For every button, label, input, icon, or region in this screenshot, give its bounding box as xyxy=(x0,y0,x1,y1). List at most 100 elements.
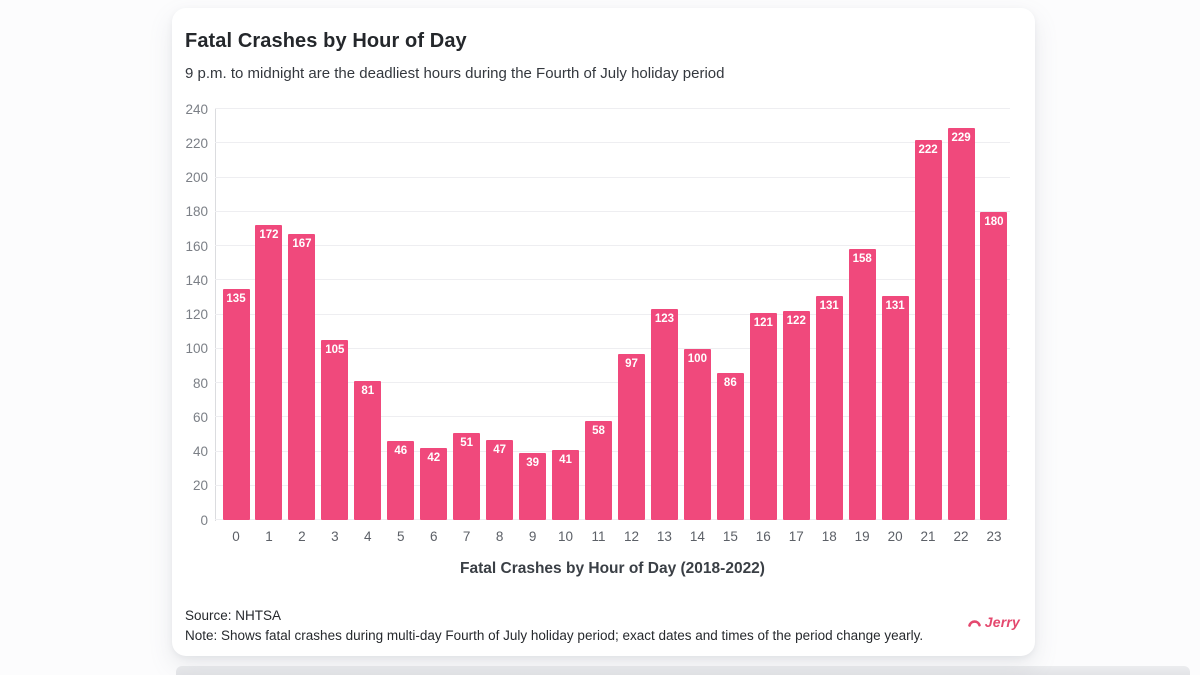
bar-value-label: 42 xyxy=(427,452,441,465)
y-axis-tick-label: 0 xyxy=(200,512,208,528)
bar: 39 xyxy=(519,453,547,520)
x-axis-tick-label: 7 xyxy=(462,529,471,544)
x-axis-tick-label: 23 xyxy=(986,529,1002,544)
x-axis-tick-label: 1 xyxy=(265,529,273,544)
bar-value-label: 131 xyxy=(885,299,905,312)
gridline xyxy=(215,519,1010,520)
bar: 229 xyxy=(947,127,975,520)
bar: 51 xyxy=(453,432,481,520)
y-axis-tick-label: 60 xyxy=(192,409,208,425)
bar: 105 xyxy=(321,340,349,520)
bar: 81 xyxy=(354,381,382,520)
bar-value-label: 229 xyxy=(951,131,971,144)
y-axis-tick-label: 240 xyxy=(185,101,208,117)
note-text: Note: Shows fatal crashes during multi-d… xyxy=(185,628,924,643)
jerry-logo: Jerry xyxy=(967,614,1020,630)
x-axis-tick-label: 0 xyxy=(232,529,240,544)
bar: 97 xyxy=(617,353,645,520)
y-axis-tick-label: 180 xyxy=(185,204,208,219)
y-axis: 0 20 40 60 80 100 120 140 160 180 200 220 240 xyxy=(172,102,208,526)
gridline xyxy=(215,210,1010,212)
x-axis-tick-label: 12 xyxy=(623,529,639,544)
bar: 172 xyxy=(255,225,283,520)
x-axis-tick-label: 18 xyxy=(821,529,837,544)
bar-value-label: 100 xyxy=(687,352,707,365)
bar-value-label: 123 xyxy=(654,313,675,326)
x-axis-tick-label: 22 xyxy=(953,529,969,544)
gridline xyxy=(215,245,1010,247)
x-axis-tick-label: 2 xyxy=(298,529,306,544)
bar-value-label: 41 xyxy=(559,453,572,466)
x-axis-tick-label: 14 xyxy=(689,529,705,544)
y-axis-tick-label: 160 xyxy=(185,238,208,254)
bar-value-label: 51 xyxy=(460,436,474,449)
x-axis-tick-label: 16 xyxy=(755,529,771,544)
gridline xyxy=(215,313,1010,315)
bar: 42 xyxy=(420,448,448,520)
bar-value-label: 131 xyxy=(819,299,839,312)
bar: 47 xyxy=(486,439,514,520)
bar: 122 xyxy=(782,311,810,520)
source-text: Source: NHTSA xyxy=(185,608,282,623)
x-axis-tick-label: 4 xyxy=(364,529,372,544)
y-axis-tick-label: 220 xyxy=(185,135,208,151)
bar-value-label: 158 xyxy=(852,253,872,266)
bar: 222 xyxy=(914,139,942,520)
bar-value-label: 97 xyxy=(625,357,638,370)
x-axis-tick-label: 21 xyxy=(920,529,936,544)
bar-value-label: 86 xyxy=(723,376,737,389)
bar: 41 xyxy=(552,449,580,520)
bar: 58 xyxy=(585,420,613,520)
page-bottom-strip xyxy=(176,666,1190,675)
x-axis-tick-label: 15 xyxy=(722,529,738,544)
gridline xyxy=(215,484,1010,486)
x-axis-tick-label: 10 xyxy=(558,529,574,544)
gridline xyxy=(215,450,1010,452)
y-axis-tick-label: 140 xyxy=(185,272,208,288)
bar: 86 xyxy=(716,372,744,520)
x-axis-tick-label: 17 xyxy=(788,529,804,544)
bar-value-label: 180 xyxy=(984,215,1004,228)
bar: 100 xyxy=(683,348,711,520)
bar: 121 xyxy=(749,312,777,520)
bar-value-label: 135 xyxy=(226,292,246,305)
bar-value-label: 167 xyxy=(292,238,312,251)
x-axis-tick-label: 19 xyxy=(854,529,870,544)
bar: 131 xyxy=(815,295,843,520)
bar: 46 xyxy=(387,441,415,520)
gridline xyxy=(215,279,1010,281)
y-axis-tick-label: 40 xyxy=(192,443,208,459)
plot-area: 135 0 172 1 167 2 105 3 81 4 46 5 42 6 51 7 47 8 39 9 41 10 58… xyxy=(215,108,1010,544)
jerry-wordmark: Jerry xyxy=(984,614,1020,630)
chart-subtitle: 9 p.m. to midnight are the deadliest hou… xyxy=(185,65,725,82)
bar-value-label: 58 xyxy=(592,424,605,437)
y-axis-tick-label: 20 xyxy=(192,478,208,494)
bar: 158 xyxy=(848,249,876,520)
y-axis-tick-label: 100 xyxy=(185,341,208,356)
gridline xyxy=(215,108,1010,109)
bar-value-label: 81 xyxy=(361,385,375,398)
x-axis-tick-label: 5 xyxy=(397,529,405,544)
x-axis-tick-label: 9 xyxy=(528,529,537,544)
bar: 167 xyxy=(288,234,316,520)
gridline xyxy=(215,347,1010,349)
bar-value-label: 122 xyxy=(786,315,806,328)
x-axis-tick-label: 6 xyxy=(429,529,438,544)
gridline xyxy=(215,176,1010,178)
bar-value-label: 105 xyxy=(325,344,345,357)
x-axis-tick-label: 13 xyxy=(656,529,672,544)
x-axis-tick-label: 20 xyxy=(887,529,903,544)
gridline xyxy=(215,142,1010,144)
chart-card: Fatal Crashes by Hour of Day 9 p.m. to m… xyxy=(172,8,1035,656)
bar: 135 xyxy=(222,288,250,520)
y-axis-tick-label: 120 xyxy=(185,306,208,322)
bar-value-label: 39 xyxy=(526,457,539,470)
bar-value-label: 46 xyxy=(394,445,408,458)
bar-value-label: 47 xyxy=(493,443,507,456)
x-axis-tick-label: 11 xyxy=(591,529,606,544)
y-axis-tick-label: 80 xyxy=(192,375,208,391)
chart-title: Fatal Crashes by Hour of Day xyxy=(185,30,467,52)
bar-value-label: 121 xyxy=(753,316,773,329)
x-axis-tick-label: 3 xyxy=(331,529,339,544)
y-axis-tick-label: 200 xyxy=(185,169,208,185)
